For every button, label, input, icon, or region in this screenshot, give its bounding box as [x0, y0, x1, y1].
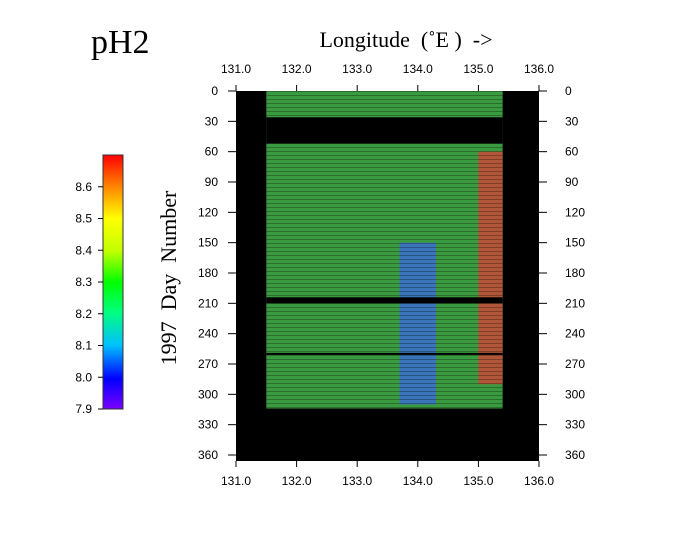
x-tick-label: 131.0 — [221, 474, 251, 488]
colorbar-tick-label: 8.5 — [75, 212, 92, 226]
missing-day-bands — [266, 117, 503, 355]
colorbar-tick-label: 8.3 — [75, 275, 92, 289]
colorbar-ticks: 8.6 8.5 8.4 8.3 8.2 8.1 8.0 7.9 — [75, 180, 103, 416]
x-tick-label: 132.0 — [282, 62, 312, 76]
y-tick-label: 0 — [211, 84, 218, 98]
missing-day-band — [266, 297, 503, 304]
x-tick-label: 135.0 — [463, 62, 493, 76]
y-ticks-right: 0 30 60 90 120 150 180 210 240 270 300 330 360 — [539, 84, 585, 462]
colorbar-tick-label: 7.9 — [75, 402, 92, 416]
y-tick-label: 270 — [198, 357, 218, 371]
y-tick-label: 270 — [565, 357, 585, 371]
x-axis-label: Longitude (˚E ) -> — [319, 27, 492, 52]
y-tick-label: 210 — [198, 296, 218, 310]
y-axis-label: 1997 Day Number — [156, 190, 181, 365]
missing-day-band — [266, 352, 503, 355]
x-ticks-top: 131.0 132.0 133.0 134.0 135.0 136.0 — [221, 62, 554, 91]
colorbar-tick-label: 8.6 — [75, 180, 92, 194]
y-tick-label: 360 — [565, 448, 585, 462]
chart-title: pH2 — [91, 24, 150, 61]
colorbar-tick-label: 8.0 — [75, 370, 92, 384]
y-tick-label: 120 — [198, 205, 218, 219]
missing-day-band — [266, 117, 503, 144]
x-tick-label: 133.0 — [342, 474, 372, 488]
stripe-overlay — [266, 91, 503, 409]
x-tick-label: 131.0 — [221, 62, 251, 76]
x-tick-label: 134.0 — [403, 62, 433, 76]
y-tick-label: 30 — [205, 114, 219, 128]
x-tick-label: 135.0 — [463, 474, 493, 488]
y-tick-label: 120 — [565, 205, 585, 219]
y-tick-label: 180 — [565, 266, 585, 280]
x-tick-label: 132.0 — [282, 474, 312, 488]
y-tick-label: 210 — [565, 296, 585, 310]
y-tick-label: 0 — [565, 84, 572, 98]
y-tick-label: 240 — [198, 327, 218, 341]
y-tick-label: 180 — [198, 266, 218, 280]
colorbar-tick-label: 8.1 — [75, 339, 92, 353]
x-tick-label: 136.0 — [524, 474, 554, 488]
colorbar — [102, 154, 124, 410]
y-tick-label: 330 — [198, 418, 218, 432]
y-tick-label: 330 — [565, 418, 585, 432]
y-ticks-left: 0 30 60 90 120 150 180 210 240 270 300 330 360 — [198, 84, 236, 462]
colorbar-tick-label: 8.4 — [75, 243, 92, 257]
x-ticks-bottom: 131.0 132.0 133.0 134.0 135.0 136.0 — [221, 461, 554, 488]
x-tick-label: 136.0 — [524, 62, 554, 76]
y-tick-label: 240 — [565, 327, 585, 341]
y-tick-label: 90 — [205, 175, 219, 189]
colorbar-tick-label: 8.2 — [75, 307, 92, 321]
x-tick-label: 134.0 — [403, 474, 433, 488]
y-tick-label: 360 — [198, 448, 218, 462]
y-tick-label: 30 — [565, 114, 579, 128]
y-tick-label: 60 — [565, 145, 579, 159]
x-tick-label: 133.0 — [342, 62, 372, 76]
y-tick-label: 150 — [198, 236, 218, 250]
y-tick-label: 60 — [205, 145, 219, 159]
y-tick-label: 90 — [565, 175, 579, 189]
y-tick-label: 300 — [565, 387, 585, 401]
y-tick-label: 300 — [198, 387, 218, 401]
y-tick-label: 150 — [565, 236, 585, 250]
